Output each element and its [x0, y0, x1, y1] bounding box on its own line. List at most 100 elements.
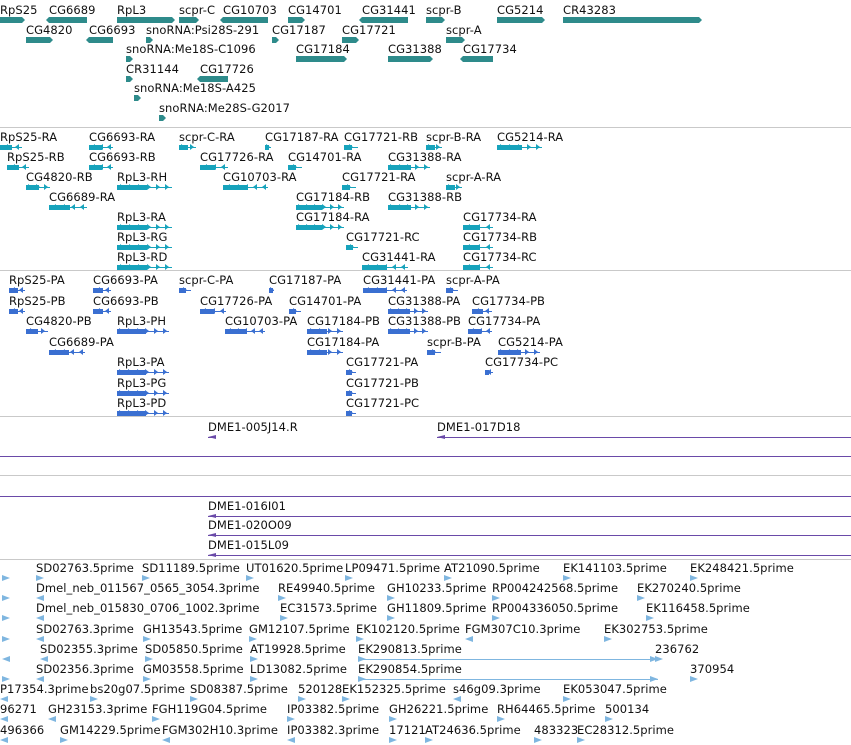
feature-glyph[interactable]: [362, 264, 408, 270]
feature-glyph[interactable]: [93, 287, 111, 294]
feature-glyph[interactable]: [2, 655, 12, 662]
feature-glyph[interactable]: [90, 696, 104, 703]
feature-glyph[interactable]: [280, 615, 294, 622]
feature-glyph[interactable]: [346, 369, 356, 376]
feature-glyph[interactable]: [0, 454, 851, 459]
feature-glyph[interactable]: [563, 696, 577, 703]
feature-glyph[interactable]: [288, 17, 305, 23]
feature-glyph[interactable]: [492, 595, 506, 602]
feature-glyph[interactable]: [0, 494, 851, 499]
feature-glyph[interactable]: [2, 595, 12, 602]
feature-glyph[interactable]: [463, 264, 493, 270]
feature-glyph[interactable]: [444, 575, 458, 581]
feature-glyph[interactable]: [36, 575, 50, 581]
feature-glyph[interactable]: [36, 676, 50, 682]
feature-glyph[interactable]: [563, 17, 702, 23]
feature-glyph[interactable]: [7, 164, 29, 171]
feature-glyph[interactable]: [497, 716, 511, 723]
feature-glyph[interactable]: [179, 17, 199, 23]
feature-glyph[interactable]: [145, 655, 159, 662]
feature-glyph[interactable]: [250, 655, 264, 662]
feature-glyph[interactable]: [563, 575, 577, 581]
feature-glyph[interactable]: [200, 307, 226, 315]
feature-glyph[interactable]: [342, 184, 356, 191]
feature-glyph[interactable]: [2, 676, 12, 682]
feature-glyph[interactable]: [179, 287, 191, 294]
feature-glyph[interactable]: [278, 595, 292, 602]
feature-glyph[interactable]: [49, 204, 87, 211]
feature-glyph[interactable]: [134, 95, 141, 101]
feature-glyph[interactable]: [388, 328, 428, 335]
feature-glyph[interactable]: [344, 144, 358, 151]
feature-glyph[interactable]: [269, 287, 274, 294]
feature-glyph[interactable]: [246, 575, 260, 581]
feature-glyph[interactable]: [159, 114, 166, 121]
feature-glyph[interactable]: [359, 17, 408, 23]
feature-glyph[interactable]: [497, 17, 545, 23]
feature-glyph[interactable]: [388, 307, 428, 315]
feature-glyph[interactable]: [346, 410, 356, 416]
feature-glyph[interactable]: [265, 144, 271, 151]
feature-glyph[interactable]: [162, 736, 176, 743]
feature-glyph[interactable]: [117, 184, 172, 191]
feature-glyph[interactable]: [655, 655, 669, 662]
feature-glyph[interactable]: [0, 144, 22, 151]
feature-glyph[interactable]: [208, 513, 851, 519]
feature-glyph[interactable]: [225, 328, 265, 335]
feature-glyph[interactable]: [605, 716, 619, 723]
feature-glyph[interactable]: [346, 244, 358, 251]
feature-glyph[interactable]: [453, 696, 467, 703]
feature-glyph[interactable]: [492, 615, 506, 622]
feature-glyph[interactable]: [426, 144, 442, 151]
feature-glyph[interactable]: [117, 17, 175, 23]
feature-glyph[interactable]: [48, 716, 62, 723]
feature-glyph[interactable]: [117, 224, 172, 231]
feature-glyph[interactable]: [296, 204, 344, 211]
feature-glyph[interactable]: [342, 36, 359, 43]
feature-glyph[interactable]: [388, 56, 433, 62]
feature-glyph[interactable]: [208, 552, 851, 558]
feature-glyph[interactable]: [117, 389, 169, 397]
feature-glyph[interactable]: [534, 736, 548, 743]
feature-glyph[interactable]: [463, 244, 493, 251]
feature-glyph[interactable]: [427, 348, 441, 356]
feature-glyph[interactable]: [577, 736, 591, 743]
feature-glyph[interactable]: [9, 287, 25, 294]
feature-glyph[interactable]: [26, 36, 53, 43]
feature-glyph[interactable]: [143, 635, 157, 642]
feature-glyph[interactable]: [2, 575, 12, 581]
feature-glyph[interactable]: [426, 17, 445, 23]
feature-glyph[interactable]: [208, 533, 851, 538]
feature-glyph[interactable]: [388, 164, 430, 171]
feature-glyph[interactable]: [249, 635, 263, 642]
feature-glyph[interactable]: [446, 184, 462, 191]
feature-glyph[interactable]: [358, 676, 658, 682]
feature-glyph[interactable]: [446, 36, 465, 43]
feature-glyph[interactable]: [446, 287, 458, 294]
feature-glyph[interactable]: [604, 635, 618, 642]
feature-glyph[interactable]: [26, 328, 48, 335]
feature-glyph[interactable]: [637, 595, 651, 602]
feature-glyph[interactable]: [388, 204, 430, 211]
feature-glyph[interactable]: [296, 56, 347, 62]
feature-glyph[interactable]: [272, 36, 279, 43]
feature-glyph[interactable]: [356, 635, 370, 642]
feature-glyph[interactable]: [363, 287, 407, 294]
feature-glyph[interactable]: [646, 615, 660, 622]
feature-glyph[interactable]: [690, 575, 704, 581]
feature-glyph[interactable]: [465, 635, 479, 642]
feature-glyph[interactable]: [117, 369, 169, 376]
feature-glyph[interactable]: [26, 184, 50, 191]
feature-glyph[interactable]: [425, 736, 439, 743]
feature-glyph[interactable]: [117, 244, 172, 251]
feature-glyph[interactable]: [200, 164, 228, 171]
feature-glyph[interactable]: [179, 144, 196, 151]
feature-glyph[interactable]: [346, 389, 356, 397]
feature-glyph[interactable]: [89, 164, 113, 171]
feature-glyph[interactable]: [389, 736, 403, 743]
feature-glyph[interactable]: [460, 56, 493, 62]
feature-glyph[interactable]: [472, 307, 492, 315]
feature-glyph[interactable]: [2, 615, 12, 622]
feature-glyph[interactable]: [463, 224, 493, 231]
feature-glyph[interactable]: [289, 307, 301, 315]
